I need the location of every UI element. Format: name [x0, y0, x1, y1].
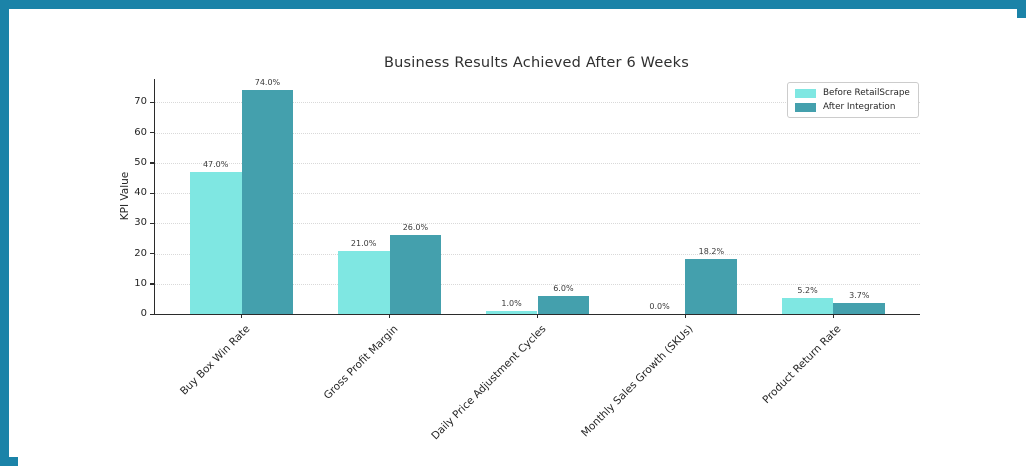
legend: Before RetailScrape After Integration: [787, 82, 919, 118]
bar-0-4: [781, 298, 834, 314]
x-category-label-2: Daily Price Adjustment Cycles: [428, 323, 548, 443]
y-tick-mark-70: [150, 101, 154, 104]
bar-1-3: [685, 258, 738, 314]
gridline-y-50: [155, 162, 920, 164]
bar-0-1: [337, 250, 390, 314]
bar-0-2: [485, 310, 538, 314]
x-category-label-3: Monthly Sales Growth (SKUs): [579, 323, 696, 440]
gridline-y-70: [155, 102, 920, 104]
bar-value-label-1-3: 18.2%: [698, 246, 725, 256]
x-tick-mark-0: [241, 314, 243, 318]
legend-item-after: After Integration: [795, 102, 910, 112]
legend-swatch-after: [795, 102, 816, 112]
bar-value-label-0-1: 21.0%: [350, 238, 377, 248]
y-tick-mark-60: [150, 132, 154, 134]
x-tick-mark-2: [537, 314, 539, 318]
bar-value-label-1-0: 74.0%: [254, 78, 281, 88]
gridline-y-30: [155, 223, 920, 225]
y-tick-mark-50: [150, 162, 154, 164]
y-tick-label-70: 70: [134, 96, 147, 108]
y-tick-mark-0: [150, 313, 154, 315]
x-tick-mark-3: [684, 314, 687, 318]
y-tick-label-50: 50: [134, 156, 147, 168]
x-category-label-1: Gross Profit Margin: [321, 323, 401, 402]
y-tick-label-30: 30: [134, 217, 147, 229]
y-tick-label-60: 60: [134, 126, 147, 138]
bar-value-label-0-4: 5.2%: [797, 286, 818, 296]
bar-value-label-0-3: 0.0%: [649, 302, 670, 311]
bar-1-0: [241, 90, 294, 314]
gridline-y-10: [155, 283, 920, 285]
bar-1-4: [833, 302, 886, 314]
x-tick-mark-4: [832, 314, 835, 318]
legend-label-before: Before RetailScrape: [823, 88, 910, 98]
gridline-y-60: [155, 132, 920, 134]
bar-1-2: [537, 295, 590, 314]
y-tick-mark-30: [150, 222, 154, 225]
bar-value-label-0-2: 1.0%: [501, 298, 522, 308]
y-tick-label-40: 40: [134, 187, 147, 199]
legend-label-after: After Integration: [823, 102, 896, 112]
y-tick-label-10: 10: [134, 277, 147, 289]
chart-title: Business Results Achieved After 6 Weeks: [384, 55, 689, 71]
bar-value-label-0-0: 47.0%: [202, 159, 229, 169]
plot-area: 0 10 20 30 40 50 60 70 Buy Box Win Rate Gross Pro…: [134, 78, 920, 442]
bar-0-0: [189, 171, 242, 314]
legend-item-before: Before RetailScrape: [795, 88, 910, 98]
x-tick-mark-1: [389, 314, 391, 318]
y-tick-label-0: 0: [140, 308, 147, 319]
chart-canvas: Business Results Achieved After 6 Weeks …: [18, 18, 1026, 466]
y-tick-mark-10: [150, 283, 154, 285]
y-tick-label-20: 20: [134, 247, 147, 259]
x-category-label-0: Buy Box Win Rate: [177, 323, 253, 398]
bar-value-label-1-2: 6.0%: [553, 283, 574, 293]
legend-swatch-before: [795, 88, 816, 98]
x-category-label-4: Product Return Rate: [760, 323, 844, 407]
bar-value-label-1-1: 26.0%: [402, 223, 429, 233]
y-tick-mark-20: [150, 253, 154, 255]
gridline-y-20: [155, 253, 920, 255]
y-tick-mark-40: [150, 192, 154, 194]
bar-1-1: [389, 235, 442, 314]
bar-value-label-1-4: 3.7%: [849, 290, 870, 300]
gridline-y-40: [155, 193, 920, 195]
